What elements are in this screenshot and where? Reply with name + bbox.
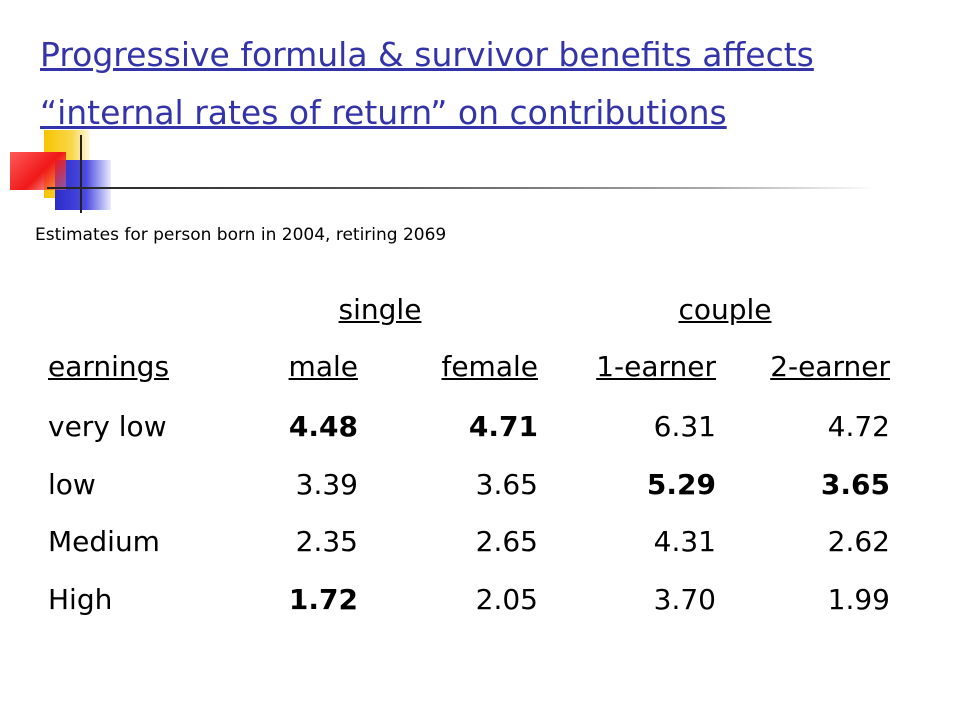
title-divider [47, 187, 877, 189]
cell-high-female: 2.05 [475, 583, 538, 616]
cell-medium-2-earner: 2.62 [827, 525, 890, 558]
column-header-2-earner: 2-earner [770, 350, 890, 383]
column-header-1-earner: 1-earner [596, 350, 716, 383]
cell-low-1-earner: 5.29 [646, 468, 716, 501]
cell-very-low-male: 4.48 [288, 410, 358, 443]
cell-medium-female: 2.65 [475, 525, 538, 558]
decor-red-square [10, 152, 66, 190]
decor-vertical-line [80, 135, 82, 213]
cell-low-2-earner: 3.65 [820, 468, 890, 501]
column-header-earnings: earnings [48, 350, 170, 383]
cell-medium-male: 2.35 [295, 525, 358, 558]
row-label-high: High [48, 583, 113, 616]
row-label-medium: Medium [48, 525, 160, 558]
column-header-female: female [441, 350, 538, 383]
slide-subtitle: Estimates for person born in 2004, retir… [35, 225, 447, 245]
row-label-very-low: very low [48, 410, 167, 443]
cell-medium-1-earner: 4.31 [653, 525, 716, 558]
cell-high-male: 1.72 [288, 583, 358, 616]
row-label-low: low [48, 468, 96, 501]
slide-title-line-1: Progressive formula & survivor benefits … [40, 35, 814, 74]
slide-title: Progressive formula & survivor benefits … [40, 26, 940, 142]
cell-very-low-2-earner: 4.72 [827, 410, 890, 443]
group-header-couple: couple [678, 293, 772, 326]
cell-very-low-female: 4.71 [468, 410, 538, 443]
cell-low-male: 3.39 [295, 468, 358, 501]
column-header-male: male [288, 350, 358, 383]
slide-title-line-2: “internal rates of return” on contributi… [40, 93, 727, 132]
cell-very-low-1-earner: 6.31 [653, 410, 716, 443]
group-header-single: single [338, 293, 422, 326]
cell-low-female: 3.65 [475, 468, 538, 501]
cell-high-1-earner: 3.70 [653, 583, 716, 616]
cell-high-2-earner: 1.99 [827, 583, 890, 616]
